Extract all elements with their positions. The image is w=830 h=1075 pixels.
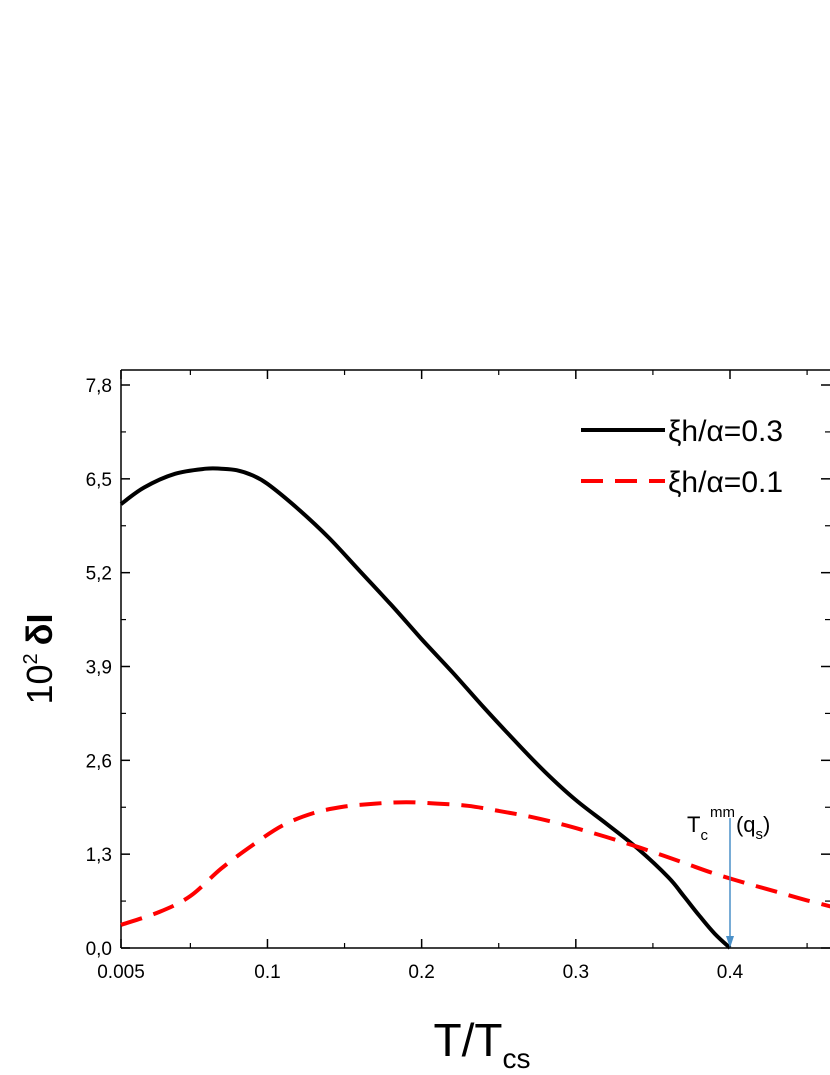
annotation-label: Tcmm(qs) [687,804,770,844]
x-axis-title-main: T/T [434,1014,503,1066]
y-tick-label: 6,5 [86,470,112,491]
x-tick-label: 0.3 [563,962,589,983]
y-tick-label: 2,6 [86,751,112,772]
annotation-main: T [687,812,700,837]
y-axis-title-sup: 2 [20,653,42,664]
annotation-arrow-head [726,936,734,948]
series-line-1 [119,466,732,950]
y-tick-label: 0,0 [86,939,112,960]
y-axis-title: 102 δI [19,613,60,704]
annotation-suffix-sub: s [756,826,764,843]
y-tick-label: 3,9 [86,658,112,679]
x-tick-label: 0.4 [717,962,744,983]
annotation-layer: Tcmm(qs) [687,804,770,948]
x-axis-title: T/Tcs [434,1014,531,1074]
series-line-2 [120,800,830,927]
y-ticks: 0,0 1,3 2,6 3,9 5,2 6,5 7,8 [86,376,830,960]
legend-label-2: ξh/α=0.1 [668,466,783,499]
annotation-sub: c [700,827,708,844]
y-tick-label: 5,2 [86,564,112,585]
annotation-sup: mm [710,804,735,821]
series-layer [119,466,830,950]
x-axis-title-sub: cs [502,1043,530,1074]
legend-label-1: ξh/α=0.3 [668,415,783,448]
legend: ξh/α=0.3 ξh/α=0.1 [581,415,783,499]
y-axis-title-symbol: δI [19,613,60,645]
y-axis-title-main: 10 [19,664,60,704]
annotation-suffix: (q [736,812,756,837]
x-tick-label: 0.005 [97,962,145,983]
x-ticks: 0.005 0.1 0.2 0.3 0.4 [97,370,808,983]
y-tick-label: 7,8 [86,376,112,397]
x-tick-label: 0.1 [254,962,280,983]
x-tick-label: 0.2 [408,962,434,983]
plot-frame [120,369,830,949]
annotation-close: ) [763,812,770,837]
y-tick-label: 1,3 [86,845,112,866]
